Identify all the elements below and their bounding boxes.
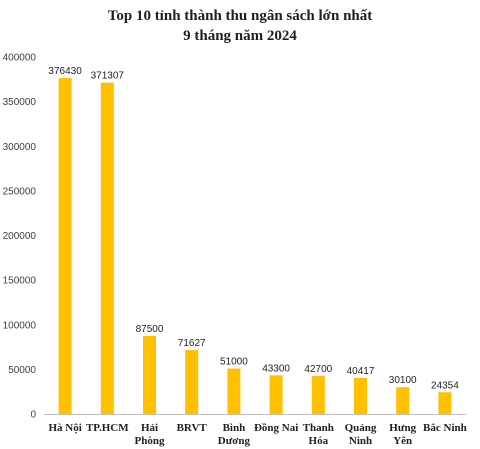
y-tick-label: 0 xyxy=(30,410,36,421)
y-tick-label: 350000 xyxy=(3,97,37,108)
bar xyxy=(58,78,72,414)
y-tick-label: 150000 xyxy=(3,276,37,287)
data-label: 371307 xyxy=(91,71,125,82)
data-label: 51000 xyxy=(220,356,248,367)
data-label: 71627 xyxy=(178,338,206,349)
bar xyxy=(227,368,241,414)
x-tick-label: Hà Nội xyxy=(48,422,81,434)
x-tick-label: Dương xyxy=(218,435,251,447)
x-tick-label: Yên xyxy=(393,435,412,447)
x-tick-label: Bình xyxy=(223,422,246,434)
bar xyxy=(311,375,325,414)
x-tick-label: Hải xyxy=(141,422,158,434)
bar xyxy=(354,377,367,414)
data-label: 30100 xyxy=(389,375,417,386)
y-tick-label: 400000 xyxy=(3,53,37,64)
y-tick-label: 50000 xyxy=(8,365,36,376)
bar xyxy=(396,387,410,414)
bar xyxy=(269,375,283,414)
y-tick-label: 200000 xyxy=(3,231,37,242)
bar xyxy=(100,82,114,414)
chart-title-line-2: 9 tháng năm 2024 xyxy=(183,28,297,44)
bar xyxy=(185,350,199,414)
y-tick-label: 250000 xyxy=(3,186,37,197)
bar xyxy=(143,335,156,414)
x-tick-label: Đồng Nai xyxy=(254,422,298,434)
x-tick-label: Phòng xyxy=(135,435,165,447)
data-label: 24354 xyxy=(431,380,459,391)
x-tick-label: TP.HCM xyxy=(86,422,129,434)
x-tick-label: BRVT xyxy=(177,422,208,434)
bar xyxy=(438,392,452,414)
x-tick-label: Quảng xyxy=(345,422,377,434)
y-tick-label: 300000 xyxy=(3,142,37,153)
chart-title-line-1: Top 10 tỉnh thành thu ngân sách lớn nhất xyxy=(107,8,373,24)
data-label: 87500 xyxy=(136,324,164,335)
data-label: 376430 xyxy=(48,66,82,77)
x-tick-label: Hóa xyxy=(309,435,329,447)
data-label: 40417 xyxy=(347,366,375,377)
x-tick-label: Ninh xyxy=(349,435,372,447)
x-tick-label: Thanh xyxy=(303,422,334,434)
x-tick-label: Hưng xyxy=(389,422,416,434)
x-tick-label: Bắc Ninh xyxy=(423,422,467,434)
data-label: 43300 xyxy=(262,363,290,374)
data-label: 42700 xyxy=(304,364,332,375)
y-tick-label: 100000 xyxy=(3,320,37,331)
